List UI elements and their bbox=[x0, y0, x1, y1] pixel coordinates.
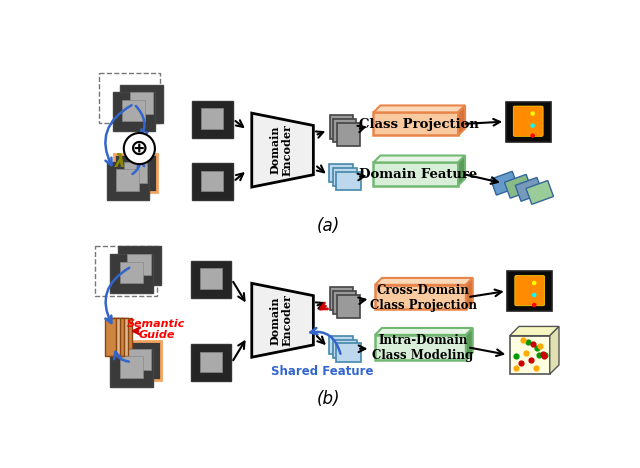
FancyBboxPatch shape bbox=[515, 276, 545, 306]
Polygon shape bbox=[373, 105, 465, 112]
Text: Class Projection: Class Projection bbox=[358, 118, 479, 131]
FancyBboxPatch shape bbox=[193, 163, 232, 200]
FancyBboxPatch shape bbox=[513, 106, 543, 136]
FancyBboxPatch shape bbox=[333, 291, 356, 314]
Circle shape bbox=[532, 293, 536, 297]
Polygon shape bbox=[509, 327, 559, 336]
FancyBboxPatch shape bbox=[191, 261, 231, 298]
FancyBboxPatch shape bbox=[120, 262, 143, 283]
Polygon shape bbox=[375, 328, 473, 335]
Point bbox=[518, 336, 528, 344]
Polygon shape bbox=[458, 155, 465, 185]
Text: λ: λ bbox=[115, 154, 125, 171]
Polygon shape bbox=[252, 113, 314, 187]
Polygon shape bbox=[375, 278, 473, 285]
FancyBboxPatch shape bbox=[337, 123, 360, 146]
FancyBboxPatch shape bbox=[106, 318, 116, 357]
FancyBboxPatch shape bbox=[330, 116, 353, 139]
FancyBboxPatch shape bbox=[109, 318, 120, 357]
FancyBboxPatch shape bbox=[491, 171, 518, 195]
FancyBboxPatch shape bbox=[333, 119, 356, 142]
FancyBboxPatch shape bbox=[130, 92, 153, 114]
FancyBboxPatch shape bbox=[333, 339, 357, 358]
Polygon shape bbox=[373, 155, 465, 162]
Circle shape bbox=[532, 281, 536, 285]
FancyBboxPatch shape bbox=[111, 254, 153, 292]
Polygon shape bbox=[252, 283, 314, 357]
Polygon shape bbox=[466, 328, 473, 359]
FancyBboxPatch shape bbox=[508, 271, 552, 311]
FancyBboxPatch shape bbox=[200, 268, 222, 289]
FancyBboxPatch shape bbox=[337, 172, 361, 190]
FancyBboxPatch shape bbox=[121, 318, 132, 357]
FancyBboxPatch shape bbox=[337, 295, 360, 318]
FancyBboxPatch shape bbox=[373, 162, 458, 185]
Text: (b): (b) bbox=[316, 390, 340, 408]
FancyBboxPatch shape bbox=[509, 336, 550, 374]
Point bbox=[538, 350, 548, 358]
FancyBboxPatch shape bbox=[202, 108, 223, 129]
FancyBboxPatch shape bbox=[111, 349, 153, 387]
FancyBboxPatch shape bbox=[373, 112, 458, 135]
Point bbox=[534, 351, 544, 358]
Point bbox=[511, 365, 521, 372]
Text: Shared Feature: Shared Feature bbox=[271, 366, 374, 378]
Text: Domain Feature: Domain Feature bbox=[359, 168, 477, 181]
FancyBboxPatch shape bbox=[504, 175, 532, 198]
FancyBboxPatch shape bbox=[375, 335, 466, 359]
Point bbox=[526, 356, 536, 364]
FancyBboxPatch shape bbox=[122, 100, 145, 121]
FancyBboxPatch shape bbox=[118, 246, 161, 285]
FancyBboxPatch shape bbox=[506, 102, 550, 142]
Point bbox=[523, 338, 533, 345]
FancyBboxPatch shape bbox=[375, 285, 466, 309]
Circle shape bbox=[531, 112, 534, 115]
Text: Cross-Domain
Class Projection: Cross-Domain Class Projection bbox=[369, 284, 477, 312]
FancyBboxPatch shape bbox=[120, 85, 163, 123]
FancyBboxPatch shape bbox=[116, 169, 140, 190]
FancyBboxPatch shape bbox=[329, 336, 353, 354]
Text: Intra-Domain
Class Modeling: Intra-Domain Class Modeling bbox=[372, 334, 474, 362]
Point bbox=[532, 344, 542, 351]
FancyBboxPatch shape bbox=[127, 254, 151, 275]
Point bbox=[540, 351, 550, 358]
Text: Semantic
Guide: Semantic Guide bbox=[127, 319, 186, 340]
Point bbox=[539, 352, 549, 359]
Circle shape bbox=[532, 303, 536, 307]
Point bbox=[516, 359, 526, 366]
Point bbox=[521, 350, 531, 357]
Polygon shape bbox=[466, 278, 473, 309]
FancyBboxPatch shape bbox=[113, 318, 124, 357]
Circle shape bbox=[531, 124, 534, 127]
Circle shape bbox=[531, 134, 534, 137]
FancyBboxPatch shape bbox=[337, 344, 361, 362]
FancyBboxPatch shape bbox=[330, 287, 353, 310]
FancyBboxPatch shape bbox=[526, 181, 554, 205]
FancyBboxPatch shape bbox=[202, 170, 223, 191]
FancyBboxPatch shape bbox=[191, 344, 231, 381]
FancyBboxPatch shape bbox=[329, 164, 353, 183]
FancyBboxPatch shape bbox=[115, 154, 157, 192]
FancyBboxPatch shape bbox=[515, 177, 543, 201]
FancyBboxPatch shape bbox=[127, 349, 151, 370]
FancyBboxPatch shape bbox=[117, 318, 128, 357]
Polygon shape bbox=[458, 105, 465, 135]
FancyBboxPatch shape bbox=[124, 161, 147, 183]
FancyBboxPatch shape bbox=[193, 101, 232, 138]
Text: (a): (a) bbox=[316, 217, 340, 234]
Point bbox=[534, 343, 545, 350]
FancyBboxPatch shape bbox=[107, 161, 149, 200]
FancyBboxPatch shape bbox=[120, 357, 143, 378]
FancyBboxPatch shape bbox=[333, 168, 357, 186]
Text: Domain
Encoder: Domain Encoder bbox=[269, 124, 293, 176]
Text: Domain
Encoder: Domain Encoder bbox=[269, 294, 293, 346]
Point bbox=[531, 364, 541, 371]
Point bbox=[511, 352, 521, 360]
FancyBboxPatch shape bbox=[113, 92, 155, 131]
Polygon shape bbox=[550, 327, 559, 374]
FancyBboxPatch shape bbox=[200, 351, 222, 372]
FancyBboxPatch shape bbox=[118, 341, 161, 380]
Text: ⊕: ⊕ bbox=[130, 139, 148, 159]
Point bbox=[528, 340, 538, 347]
